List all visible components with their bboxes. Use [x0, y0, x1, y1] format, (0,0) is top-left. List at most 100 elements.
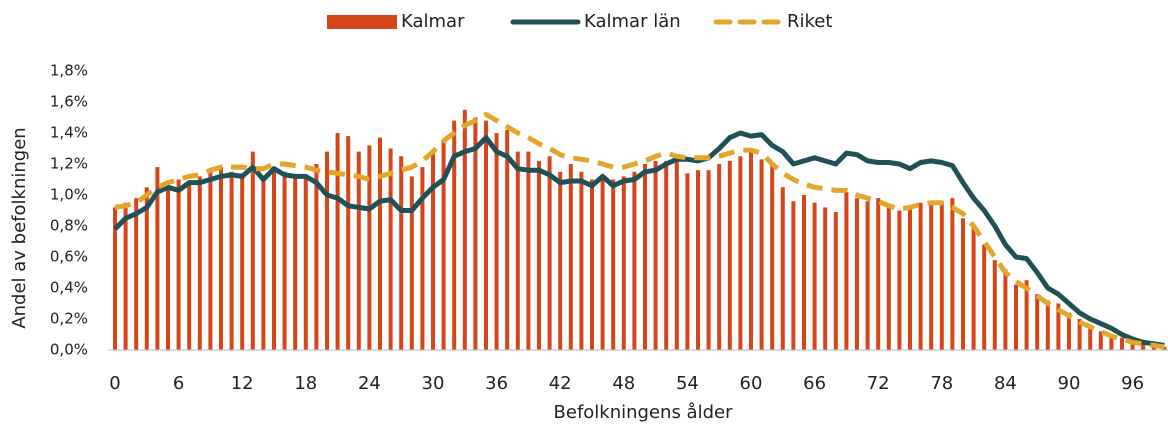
- bar: [335, 133, 340, 350]
- x-tick-label: 84: [994, 373, 1017, 394]
- bar: [568, 164, 573, 350]
- bar: [537, 160, 541, 350]
- bar: [812, 202, 817, 350]
- bar: [515, 151, 520, 350]
- bar: [844, 191, 849, 350]
- bar: [727, 160, 732, 350]
- y-tick-label: 1,2%: [50, 155, 88, 173]
- bar: [1088, 325, 1093, 350]
- bar: [293, 176, 298, 350]
- bar: [1003, 269, 1008, 350]
- x-tick-label: 6: [173, 373, 184, 394]
- x-tick-label: 0: [109, 373, 120, 394]
- legend-label: Kalmar län: [584, 11, 681, 32]
- x-tick-label: 48: [612, 373, 635, 394]
- bar: [1098, 331, 1103, 350]
- bar: [187, 182, 192, 350]
- y-tick-label: 1,6%: [50, 93, 88, 111]
- bar: [346, 136, 351, 350]
- bar: [738, 156, 743, 350]
- bar: [706, 170, 711, 350]
- bar: [759, 159, 764, 350]
- bar: [908, 207, 912, 350]
- x-axis-label: Befolkningens ålder: [554, 402, 734, 423]
- bar: [664, 160, 669, 350]
- x-tick-label: 60: [740, 373, 763, 394]
- bar: [685, 173, 690, 350]
- bar: [855, 198, 859, 350]
- bar: [611, 179, 616, 350]
- bar: [441, 140, 446, 350]
- bar: [113, 207, 117, 350]
- bar: [356, 151, 361, 350]
- bar: [1056, 303, 1061, 350]
- bar: [1109, 334, 1114, 350]
- bar: [897, 210, 902, 350]
- bar: [1024, 280, 1029, 350]
- y-tick-label: 1,4%: [50, 124, 88, 142]
- bar: [717, 164, 722, 350]
- x-tick-label: 30: [422, 373, 445, 394]
- bar: [833, 212, 838, 350]
- bar: [961, 218, 965, 350]
- bar: [473, 117, 478, 350]
- bar: [653, 160, 658, 350]
- bar: [250, 151, 255, 350]
- bar: [770, 164, 775, 350]
- bar: [600, 176, 605, 350]
- bar: [802, 195, 806, 350]
- bar: [462, 109, 467, 350]
- bar: [155, 167, 160, 350]
- bar: [1120, 337, 1124, 350]
- bar: [982, 244, 987, 350]
- bar: [791, 201, 796, 350]
- bar: [865, 201, 870, 350]
- y-tick-label: 0,8%: [50, 217, 88, 235]
- x-tick-label: 42: [549, 373, 572, 394]
- x-tick-label: 90: [1058, 373, 1081, 394]
- bar: [303, 176, 308, 350]
- bar: [1045, 300, 1050, 350]
- bar: [409, 176, 414, 350]
- x-tick-label: 36: [485, 373, 508, 394]
- bar: [579, 171, 584, 350]
- line-series: [113, 130, 1165, 348]
- x-tick-label: 54: [676, 373, 699, 394]
- bar: [1130, 340, 1135, 350]
- bar: [166, 187, 170, 350]
- bar: [526, 151, 531, 350]
- x-tick-label: 18: [294, 373, 317, 394]
- bar: [134, 198, 139, 350]
- bar: [325, 151, 329, 350]
- bar: [1162, 346, 1167, 350]
- bar: [1141, 343, 1146, 350]
- bar: [261, 176, 266, 350]
- bar: [1014, 284, 1018, 350]
- bar: [388, 148, 393, 350]
- bar: [484, 120, 488, 350]
- bar: [971, 226, 976, 350]
- bar: [590, 179, 594, 350]
- y-tick-label: 1,0%: [50, 186, 88, 204]
- bar: [886, 204, 891, 350]
- bar: [823, 207, 828, 350]
- bar: [674, 160, 679, 350]
- bar: [240, 173, 245, 350]
- bar: [1067, 312, 1071, 350]
- bar: [1077, 319, 1082, 350]
- bar: [197, 176, 202, 350]
- bar: [643, 164, 647, 350]
- bar: [452, 120, 457, 350]
- bar: [282, 171, 287, 350]
- legend-swatch: [327, 15, 397, 29]
- bar: [399, 156, 404, 350]
- bar: [176, 179, 181, 350]
- x-tick-label: 96: [1121, 373, 1144, 394]
- bar: [696, 170, 700, 350]
- bar: [876, 198, 881, 350]
- bar: [272, 167, 276, 350]
- bar: [621, 176, 626, 350]
- x-tick-label: 12: [231, 373, 254, 394]
- bar: [1035, 294, 1040, 350]
- bar: [749, 151, 753, 350]
